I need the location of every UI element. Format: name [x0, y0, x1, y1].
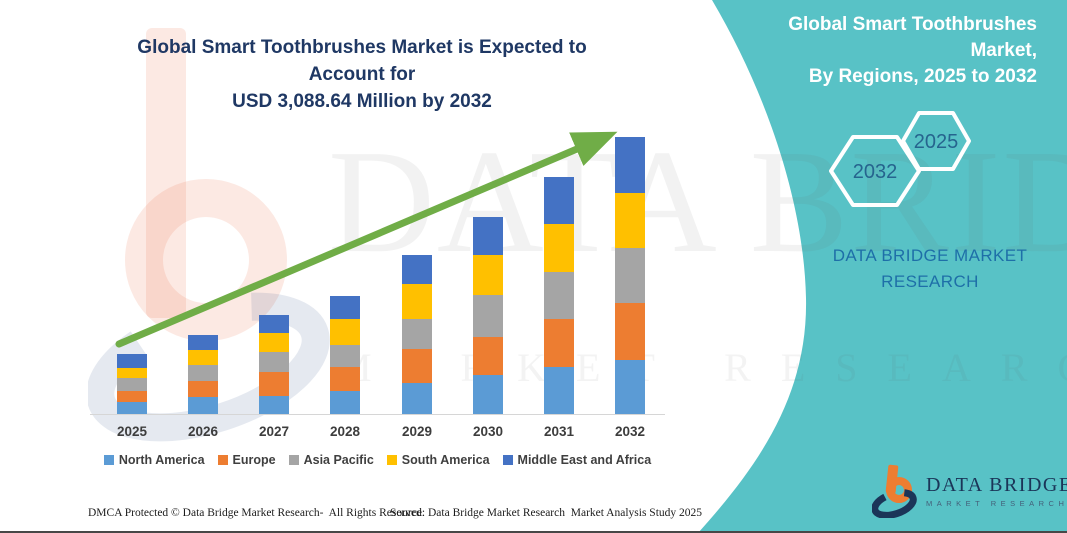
bar-segment-2028-asia-pacific	[330, 345, 360, 367]
bar-segment-2028-middle-east-and-africa	[330, 295, 360, 319]
x-axis-label-2029: 2029	[401, 424, 433, 439]
footer-dmca-text: DMCA Protected © Data Bridge Market Rese…	[88, 507, 425, 519]
x-axis-label-2026: 2026	[187, 424, 219, 439]
bar-segment-2031-asia-pacific	[544, 272, 574, 319]
chart-title: Global Smart Toothbrushes Market is Expe…	[98, 34, 626, 115]
bar-segment-2030-south-america	[473, 255, 503, 295]
bar-segment-2030-middle-east-and-africa	[473, 216, 503, 255]
hexagon-badges: 2032 2025	[829, 111, 971, 207]
x-axis-label-2027: 2027	[258, 424, 290, 439]
legend-label: Asia Pacific	[303, 453, 374, 467]
bar-segment-2029-north-america	[402, 382, 432, 414]
bar-2027	[259, 315, 289, 414]
bar-segment-2025-europe	[117, 390, 147, 402]
bar-segment-2029-asia-pacific	[402, 319, 432, 349]
bar-2030	[473, 216, 503, 414]
bar-2031	[544, 176, 574, 414]
side-panel-title-line1: Global Smart Toothbrushes Market,	[788, 14, 1037, 61]
bar-2029	[402, 255, 432, 414]
bar-segment-2026-north-america	[188, 397, 218, 414]
bar-segment-2032-asia-pacific	[615, 247, 645, 303]
bar-segment-2027-south-america	[259, 333, 289, 352]
footer-source-text: Source: Data Bridge Market Research Mark…	[390, 507, 703, 519]
bar-2032	[615, 137, 645, 414]
bottom-divider	[0, 531, 1067, 533]
bar-segment-2027-asia-pacific	[259, 352, 289, 372]
bar-segment-2032-europe	[615, 302, 645, 360]
legend-swatch-icon	[288, 455, 299, 465]
bar-segment-2030-europe	[473, 337, 503, 375]
legend-item-middle-east-and-africa: Middle East and Africa	[502, 453, 652, 467]
legend-swatch-icon	[502, 455, 513, 465]
brand-text-line2: RESEARCH	[881, 272, 979, 291]
x-axis-line	[90, 414, 665, 415]
legend-item-north-america: North America	[103, 453, 205, 467]
bar-segment-2025-middle-east-and-africa	[117, 354, 147, 368]
data-bridge-logo: DATA BRIDGE MARKET RESEARCH	[872, 464, 1067, 518]
bar-segment-2029-south-america	[402, 284, 432, 319]
side-panel-title-line2: By Regions, 2025 to 2032	[808, 66, 1037, 87]
legend-label: Middle East and Africa	[517, 453, 652, 467]
bar-segment-2029-middle-east-and-africa	[402, 255, 432, 284]
bar-segment-2032-north-america	[615, 359, 645, 414]
x-axis-label-2025: 2025	[116, 424, 148, 439]
bar-segment-2028-europe	[330, 366, 360, 391]
brand-text-line1: DATA BRIDGE MARKET	[832, 246, 1028, 265]
data-bridge-b-logo-icon	[872, 464, 917, 518]
logo-name: DATA BRIDGE	[926, 474, 1067, 496]
bar-2028	[330, 295, 360, 414]
legend-label: South America	[401, 453, 490, 467]
bar-segment-2025-south-america	[117, 368, 147, 378]
bar-segment-2026-europe	[188, 380, 218, 397]
bar-segment-2026-middle-east-and-africa	[188, 335, 218, 350]
bar-segment-2029-europe	[402, 348, 432, 383]
bar-segment-2026-south-america	[188, 350, 218, 365]
x-axis-label-2030: 2030	[472, 424, 504, 439]
legend-swatch-icon	[103, 455, 114, 465]
bar-2025	[117, 354, 147, 414]
bar-segment-2031-europe	[544, 319, 574, 367]
bar-segment-2027-europe	[259, 372, 289, 396]
bar-segment-2032-middle-east-and-africa	[615, 137, 645, 193]
legend-label: Europe	[232, 453, 276, 467]
chart-title-line1: Global Smart Toothbrushes Market is Expe…	[137, 37, 587, 85]
bar-segment-2030-asia-pacific	[473, 295, 503, 337]
bar-segment-2027-north-america	[259, 395, 289, 414]
brand-text: DATA BRIDGE MARKET RESEARCH	[788, 243, 1067, 295]
bar-segment-2026-asia-pacific	[188, 365, 218, 381]
hexagon-2032-label: 2032	[853, 161, 898, 183]
bar-segment-2031-middle-east-and-africa	[544, 176, 574, 224]
hexagon-2025-icon	[901, 111, 971, 171]
bar-segment-2030-north-america	[473, 375, 503, 414]
chart-legend: North America Europe Asia Pacific South Ame…	[80, 453, 675, 467]
bar-segment-2027-middle-east-and-africa	[259, 315, 289, 333]
hexagon-2025-label: 2025	[914, 131, 959, 153]
chart-title-line2: USD 3,088.64 Million by 2032	[232, 91, 492, 112]
bar-segment-2032-south-america	[615, 193, 645, 248]
bar-segment-2025-asia-pacific	[117, 377, 147, 391]
legend-item-asia-pacific: Asia Pacific	[288, 453, 374, 467]
bar-segment-2031-north-america	[544, 366, 574, 414]
x-axis-label-2028: 2028	[329, 424, 361, 439]
bar-segment-2025-north-america	[117, 401, 147, 414]
x-axis-label-2031: 2031	[543, 424, 575, 439]
side-panel-title: Global Smart Toothbrushes Market, By Reg…	[735, 12, 1037, 90]
bar-segment-2031-south-america	[544, 223, 574, 272]
legend-swatch-icon	[386, 455, 397, 465]
bar-segment-2028-south-america	[330, 319, 360, 345]
legend-swatch-icon	[217, 455, 228, 465]
bar-segment-2028-north-america	[330, 390, 360, 414]
legend-item-europe: Europe	[217, 453, 276, 467]
x-axis-label-2032: 2032	[614, 424, 646, 439]
logo-subtitle: MARKET RESEARCH	[926, 499, 1067, 508]
legend-label: North America	[118, 453, 205, 467]
bar-2026	[188, 335, 218, 414]
legend-item-south-america: South America	[386, 453, 490, 467]
